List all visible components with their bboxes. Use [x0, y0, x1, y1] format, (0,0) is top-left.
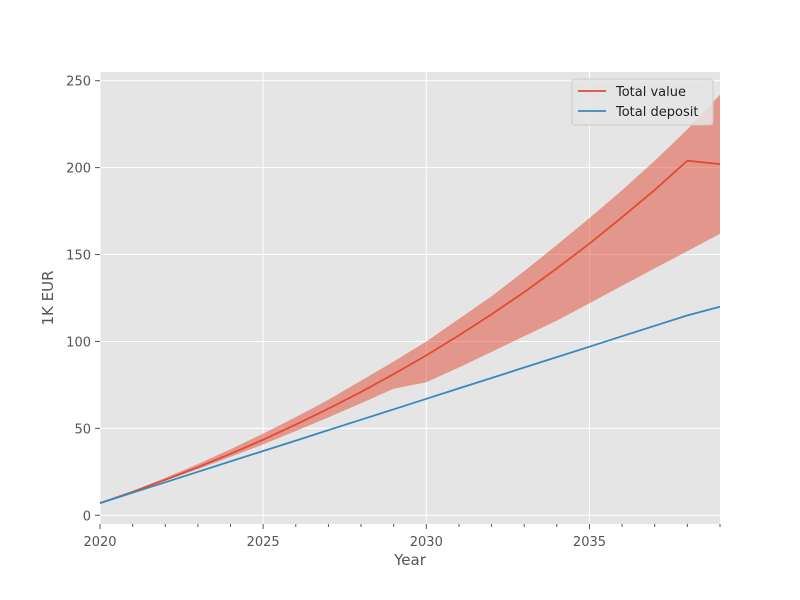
series-line-1	[99, 305, 721, 504]
x-tick-label: 2020	[83, 535, 116, 550]
y-tick-label: 250	[66, 75, 91, 90]
legend-entry-label: Total value	[615, 85, 686, 100]
ticks-layer: 2020 2025 2030 2035 0 50 100 150 200 250	[66, 75, 721, 550]
y-tick-label: 0	[83, 509, 91, 524]
legend-box	[571, 78, 714, 126]
total-value-range-band	[100, 94, 720, 504]
x-tick-label: 2025	[247, 535, 280, 550]
plot-background	[100, 72, 720, 524]
x-tick-label: 2030	[410, 535, 443, 550]
band-layer	[100, 94, 720, 504]
x-axis-label: Year	[393, 551, 427, 569]
y-tick-label: 100	[66, 335, 91, 350]
legend: Total value Total deposit	[571, 78, 714, 126]
y-tick-label: 200	[66, 162, 91, 177]
x-tick-label: 2035	[573, 535, 606, 550]
series-line-0	[99, 159, 721, 504]
lines-layer	[99, 159, 721, 504]
y-tick-label: 150	[66, 249, 91, 264]
y-tick-label: 50	[74, 422, 91, 437]
legend-entry-label: Total deposit	[615, 105, 698, 120]
y-axis-label: 1K EUR	[39, 270, 57, 325]
